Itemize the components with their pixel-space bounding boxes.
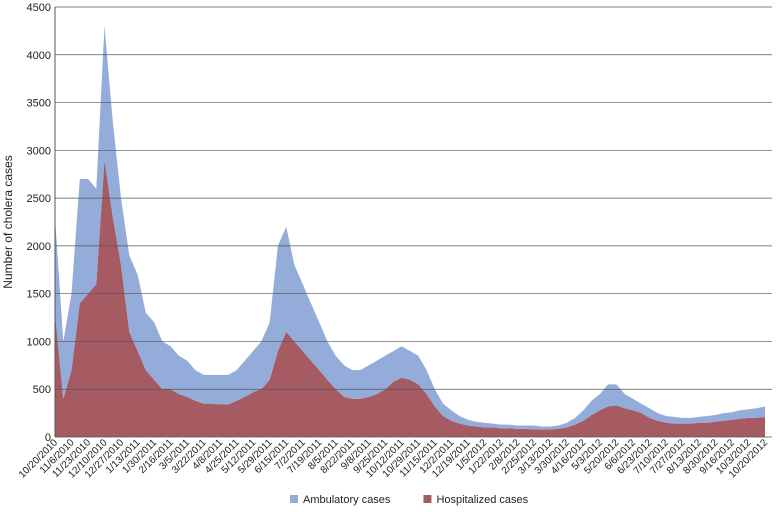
y-axis-label: Number of cholera cases [1, 155, 15, 288]
area [55, 26, 765, 430]
y-tick-label: 2000 [27, 241, 51, 253]
y-tick-label: 4000 [27, 50, 51, 62]
y-tick-label: 4500 [27, 2, 51, 14]
y-tick-label: 2500 [27, 193, 51, 205]
legend-label: Ambulatory cases [303, 494, 391, 506]
y-tick-label: 3500 [27, 98, 51, 110]
legend-swatch [423, 495, 432, 503]
y-tick-label: 1000 [27, 336, 51, 348]
y-tick-label: 1500 [27, 289, 51, 301]
legend-swatch [290, 495, 298, 503]
legend-label: Hospitalized cases [436, 494, 528, 506]
area [55, 159, 765, 437]
grid [55, 6, 772, 438]
areas [55, 26, 765, 437]
y-tick-label: 500 [33, 384, 51, 396]
y-tick-label: 3000 [27, 145, 51, 157]
y-tick-label: 0 [45, 432, 51, 444]
